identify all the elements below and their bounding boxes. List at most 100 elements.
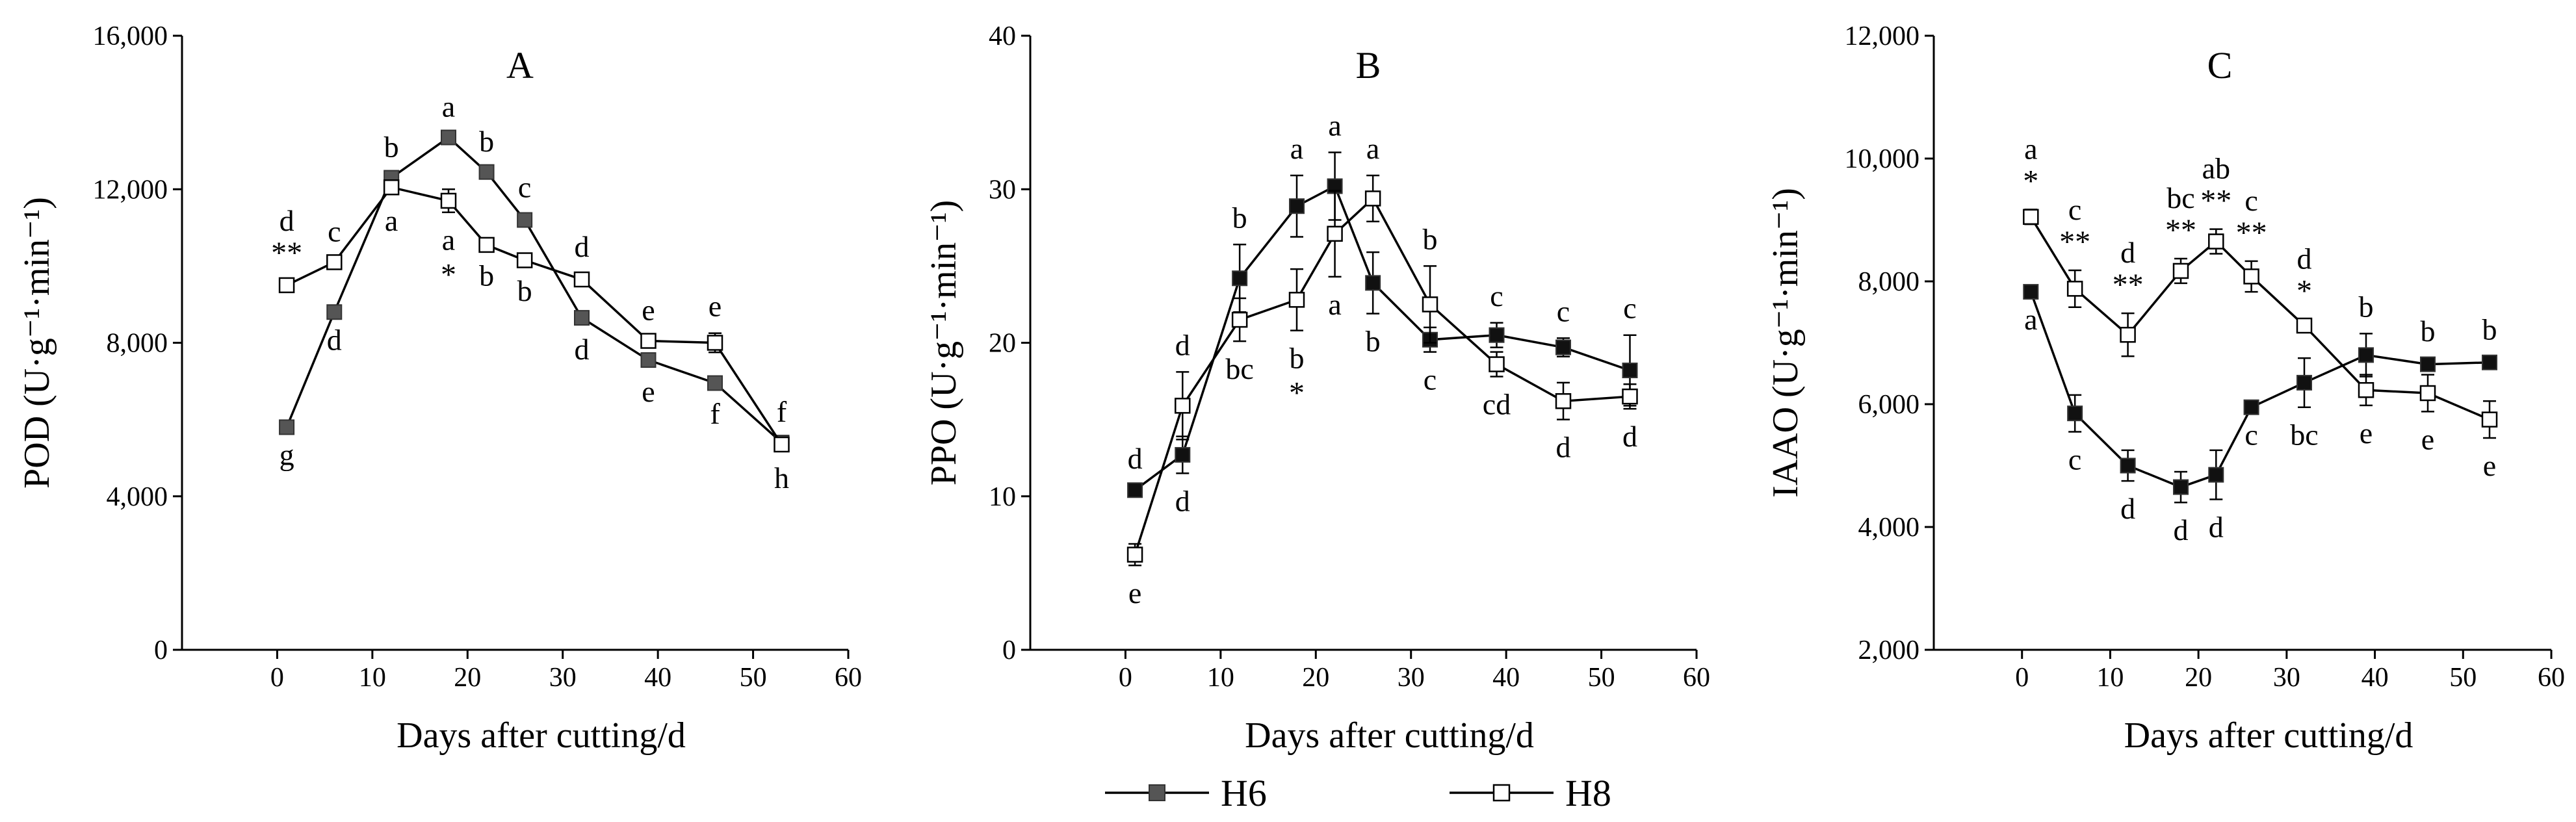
data-point-h8-a	[707, 335, 723, 351]
data-point-h8-c	[2172, 263, 2189, 279]
y-tick-label-a: 0	[154, 636, 168, 665]
data-point-h6-b	[1555, 339, 1571, 355]
y-tick-label-b: 0	[1002, 636, 1016, 665]
significance-letter-h6-c: b	[2421, 315, 2436, 348]
y-axis-title-b: PPO (U·g⁻¹·min⁻¹)	[924, 200, 964, 486]
significance-letter-h8-a: h	[774, 461, 789, 494]
data-point-h8-c	[2243, 268, 2259, 285]
x-tick-label-b: 60	[1683, 663, 1710, 693]
significance-letter-h8-c: bc	[2166, 181, 2194, 214]
data-point-h6-a	[574, 310, 590, 326]
significance-letter-h8-a: a	[385, 204, 398, 237]
series-line-h6-a	[285, 136, 783, 444]
data-point-h8-a	[440, 192, 457, 209]
x-tick-label-a: 30	[549, 663, 577, 693]
data-point-h6-b	[1127, 482, 1143, 498]
data-point-h6-c	[2243, 399, 2259, 415]
significance-letter-h8-b: d	[1556, 431, 1571, 464]
x-tick-label-b: 10	[1207, 663, 1234, 693]
data-point-h8-b	[1126, 546, 1143, 563]
significance-star-h8-c: *	[2296, 274, 2312, 309]
significance-letter-h6-a: g	[280, 438, 294, 471]
data-point-h8-c	[2419, 385, 2436, 402]
data-point-h8-c	[2358, 382, 2374, 398]
y-tick-label-b: 10	[989, 482, 1016, 512]
y-tick-label-a: 12,000	[93, 175, 168, 205]
significance-letter-h8-a: b	[517, 274, 532, 307]
data-point-h8-a	[278, 277, 295, 294]
data-point-h8-b	[1422, 296, 1438, 313]
data-point-h6-b	[1175, 446, 1191, 463]
data-point-h6-a	[478, 164, 495, 180]
significance-letter-h6-c: d	[2174, 513, 2189, 546]
significance-letter-h8-a: e	[709, 290, 722, 323]
data-point-h6-c	[2120, 457, 2136, 474]
significance-letter-h6-c: c	[2068, 443, 2081, 476]
y-axis-title-a: POD (U·g⁻¹·min⁻¹)	[17, 197, 57, 489]
y-tick-label-b: 40	[989, 21, 1016, 51]
x-tick-label-b: 20	[1302, 663, 1329, 693]
significance-star-h8-c: **	[2165, 213, 2196, 248]
y-tick-label-a: 4,000	[107, 482, 168, 512]
y-tick-label-c: 8,000	[1858, 267, 1920, 297]
x-axis-title-c: Days after cutting/d	[2124, 715, 2413, 756]
x-tick-label-a: 50	[740, 663, 767, 693]
significance-letter-h6-c: d	[2209, 510, 2224, 543]
panel-title-a: A	[506, 44, 534, 86]
data-point-h8-b	[1231, 311, 1248, 328]
data-point-h8-b	[1327, 225, 1343, 242]
x-tick-label-c: 0	[2015, 663, 2029, 693]
significance-letter-h8-c: e	[2483, 449, 2496, 482]
significance-letter-h8-a: e	[642, 294, 655, 327]
significance-letter-h6-b: a	[1328, 109, 1341, 142]
significance-letter-h6-b: d	[1128, 442, 1143, 475]
legend-marker-h8	[1492, 784, 1511, 802]
legend-marker-h6	[1149, 784, 1165, 801]
data-point-h6-c	[2358, 347, 2374, 363]
significance-letter-h6-b: d	[1175, 484, 1190, 517]
data-point-h8-a	[573, 271, 590, 288]
data-point-h8-c	[2481, 411, 2498, 428]
x-tick-label-b: 30	[1398, 663, 1425, 693]
x-axis-title-b: Days after cutting/d	[1245, 715, 1534, 756]
y-tick-label-b: 30	[989, 175, 1016, 205]
data-point-h6-a	[640, 352, 657, 368]
data-point-h6-b	[1622, 363, 1638, 379]
significance-star-h8-a: **	[271, 236, 302, 270]
data-point-h6-a	[707, 375, 723, 391]
x-tick-label-c: 10	[2096, 663, 2124, 693]
x-tick-label-b: 40	[1492, 663, 1520, 693]
significance-letter-h8-a: c	[328, 215, 341, 248]
significance-star-h8-c: **	[2113, 268, 2144, 302]
x-tick-label-c: 40	[2361, 663, 2389, 693]
significance-letter-h6-b: b	[1366, 325, 1381, 358]
data-point-h8-b	[1489, 356, 1505, 372]
significance-letter-h8-c: a	[2024, 132, 2037, 165]
data-point-h8-b	[1288, 292, 1305, 308]
significance-star-h8-c: **	[2200, 184, 2231, 218]
significance-letter-h6-a: b	[384, 131, 399, 164]
x-tick-label-a: 10	[359, 663, 386, 693]
data-point-h6-c	[2420, 356, 2436, 372]
significance-letter-h8-a: a	[442, 224, 455, 257]
significance-star-h8-c: **	[2059, 225, 2090, 259]
x-tick-label-c: 50	[2449, 663, 2477, 693]
data-point-h6-c	[2067, 405, 2083, 422]
data-point-h8-a	[383, 179, 400, 196]
significance-letter-h6-c: bc	[2290, 418, 2318, 452]
legend: H6 H8	[1105, 772, 1611, 814]
series-line-h6-b	[1134, 185, 1631, 491]
y-tick-label-c: 12,000	[1845, 21, 1920, 51]
x-tick-label-c: 20	[2185, 663, 2212, 693]
x-axis-title-a: Days after cutting/d	[397, 715, 686, 756]
significance-letter-h6-b: c	[1623, 292, 1636, 325]
significance-letter-h8-c: d	[2120, 236, 2135, 269]
data-point-h8-a	[326, 254, 343, 270]
significance-letter-h8-c: d	[2297, 242, 2312, 276]
legend-label-h8: H8	[1565, 772, 1611, 814]
significance-letter-h6-c: c	[2244, 418, 2257, 452]
data-point-h6-c	[2296, 374, 2312, 391]
significance-letter-h6-c: d	[2120, 492, 2135, 525]
y-tick-label-c: 10,000	[1845, 144, 1920, 174]
